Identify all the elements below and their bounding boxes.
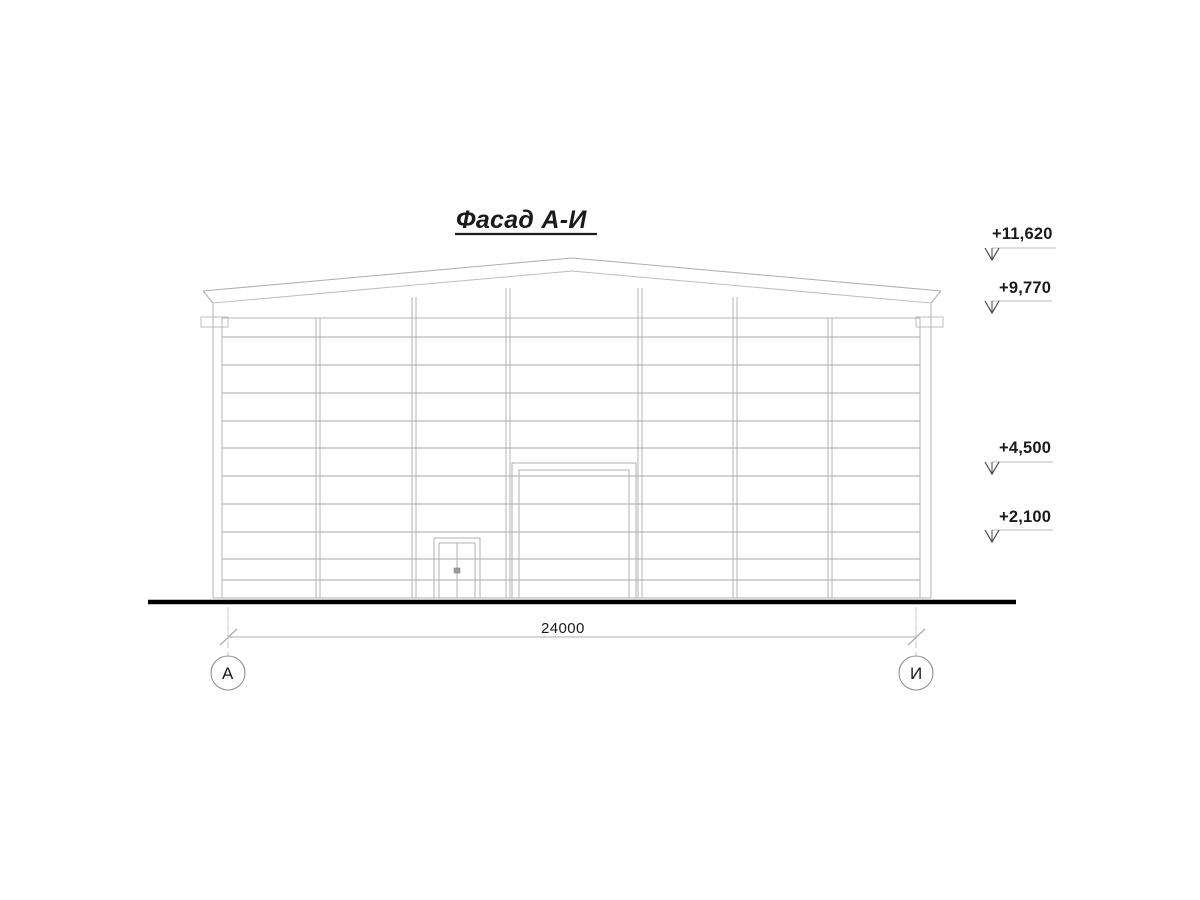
eave-right xyxy=(915,316,944,328)
door-handle xyxy=(453,567,461,574)
column-mullions xyxy=(315,288,833,598)
grid-bubble-i xyxy=(898,655,934,691)
grid-bubble-label-a: А xyxy=(222,664,234,683)
building-envelope xyxy=(200,257,944,328)
roof-outer-line xyxy=(202,257,942,292)
level-marker-9770 xyxy=(984,300,1052,315)
level-marker-4500 xyxy=(984,461,1053,476)
roof-left-edge xyxy=(202,290,214,304)
level-marker-2100 xyxy=(984,529,1053,544)
level-arrow-head xyxy=(984,461,1000,476)
eave-left xyxy=(200,316,229,328)
personnel-door xyxy=(433,537,481,599)
overall-dimension xyxy=(219,607,926,648)
level-label-11620: +11,620 xyxy=(992,225,1053,243)
level-markers xyxy=(984,247,1056,544)
grid-bubbles xyxy=(210,655,934,691)
grid-bubble-a xyxy=(210,655,246,691)
roof-inner-line xyxy=(212,270,932,304)
grid-bubble-label-i: И xyxy=(910,664,923,683)
page-title: Фасад А-И xyxy=(456,206,587,234)
level-arrow-head xyxy=(984,300,1000,315)
dimension-tick-i xyxy=(907,628,926,646)
roof-right-edge xyxy=(930,290,942,304)
level-label-2100: +2,100 xyxy=(999,508,1052,526)
level-label-4500: +4,500 xyxy=(999,439,1052,457)
level-label-9770: +9,770 xyxy=(999,279,1052,297)
dimension-label-overall: 24000 xyxy=(541,620,585,637)
level-marker-11620 xyxy=(984,247,1056,262)
wall-outline xyxy=(212,303,932,599)
gate-outer-frame xyxy=(511,462,637,599)
wall-panel-field xyxy=(222,336,920,581)
level-arrow-head xyxy=(984,247,1000,262)
gate-inner-panel xyxy=(518,469,630,599)
large-gate xyxy=(511,462,637,599)
dimension-tick-a xyxy=(219,628,238,646)
level-arrow-head xyxy=(984,529,1000,544)
